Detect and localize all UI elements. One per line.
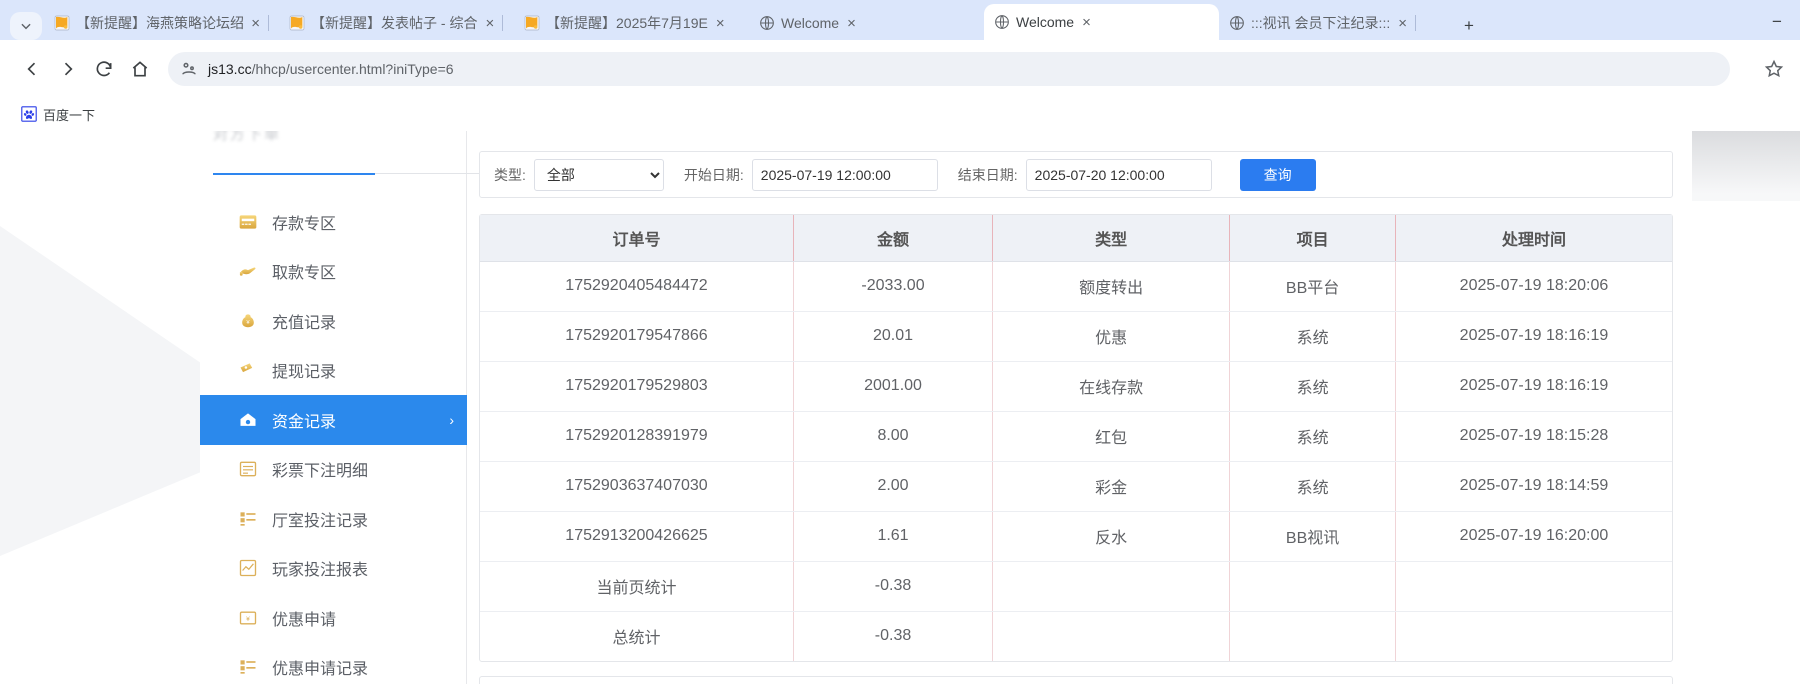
svg-text:¥: ¥	[246, 616, 250, 623]
